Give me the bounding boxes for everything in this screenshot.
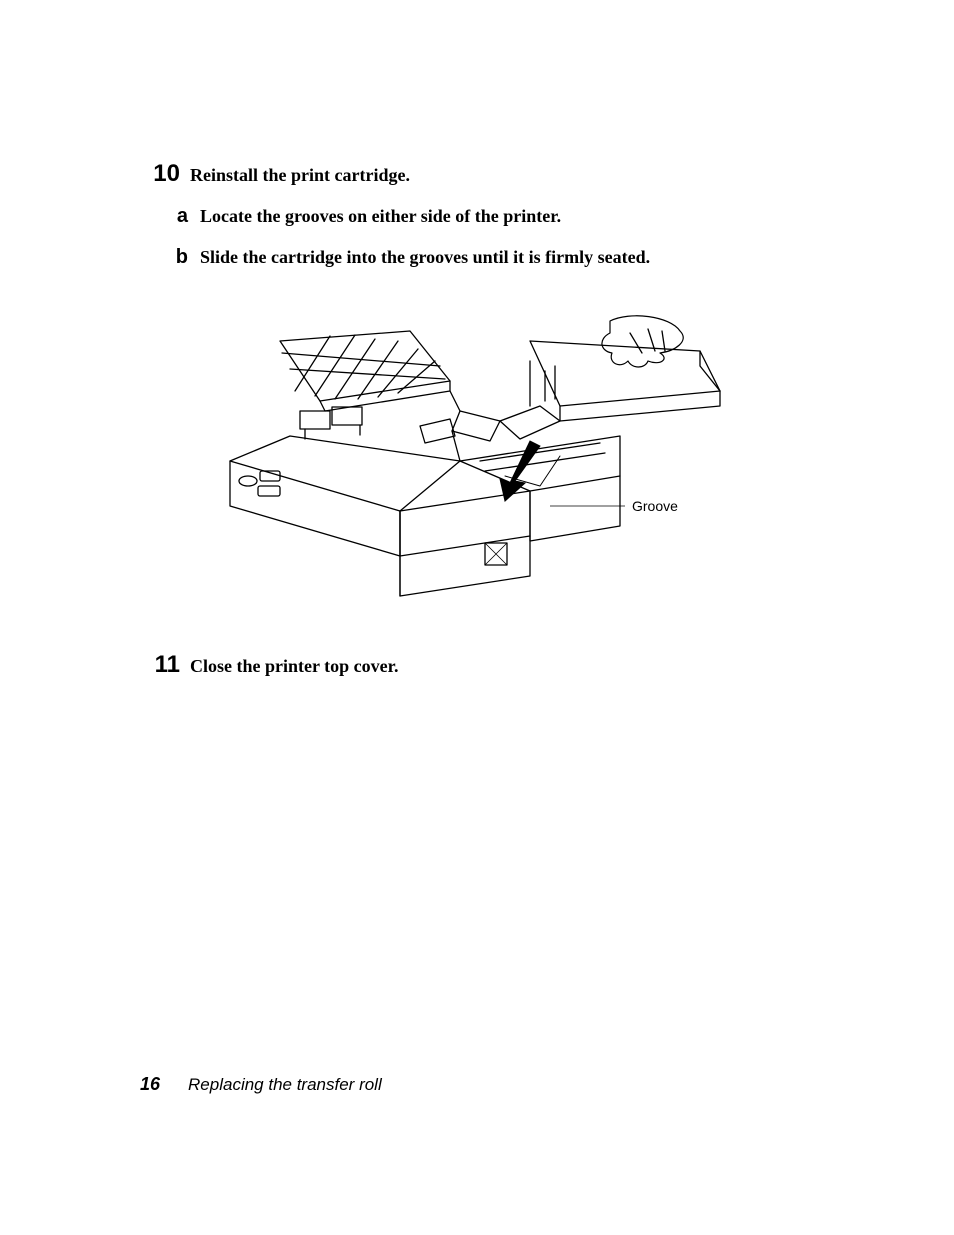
footer-section-title: Replacing the transfer roll [188,1075,382,1095]
substep-a: a Locate the grooves on either side of t… [140,203,814,230]
substep-b: b Slide the cartridge into the grooves u… [140,244,814,271]
substep-b-text: Slide the cartridge into the grooves unt… [200,244,650,271]
step-10: 10 Reinstall the print cartridge. a Loca… [140,160,814,271]
footer-page-number: 16 [140,1074,160,1095]
groove-label: Groove [632,498,678,514]
substep-a-letter: a [154,205,200,228]
printer-diagram: Groove [200,311,760,611]
page-footer: 16 Replacing the transfer roll [140,1074,382,1095]
substep-a-text: Locate the grooves on either side of the… [200,203,561,230]
step-10-line: 10 Reinstall the print cartridge. [140,160,814,189]
step-11-text: Close the printer top cover. [190,653,398,680]
step-11-number: 11 [140,651,190,679]
step-11-line: 11 Close the printer top cover. [140,651,814,680]
step-10-text: Reinstall the print cartridge. [190,162,410,189]
step-10-number: 10 [140,160,190,188]
manual-page: 10 Reinstall the print cartridge. a Loca… [0,0,954,1235]
step-11: 11 Close the printer top cover. [140,651,814,680]
substep-b-letter: b [154,246,200,269]
figure: Groove [200,311,814,611]
